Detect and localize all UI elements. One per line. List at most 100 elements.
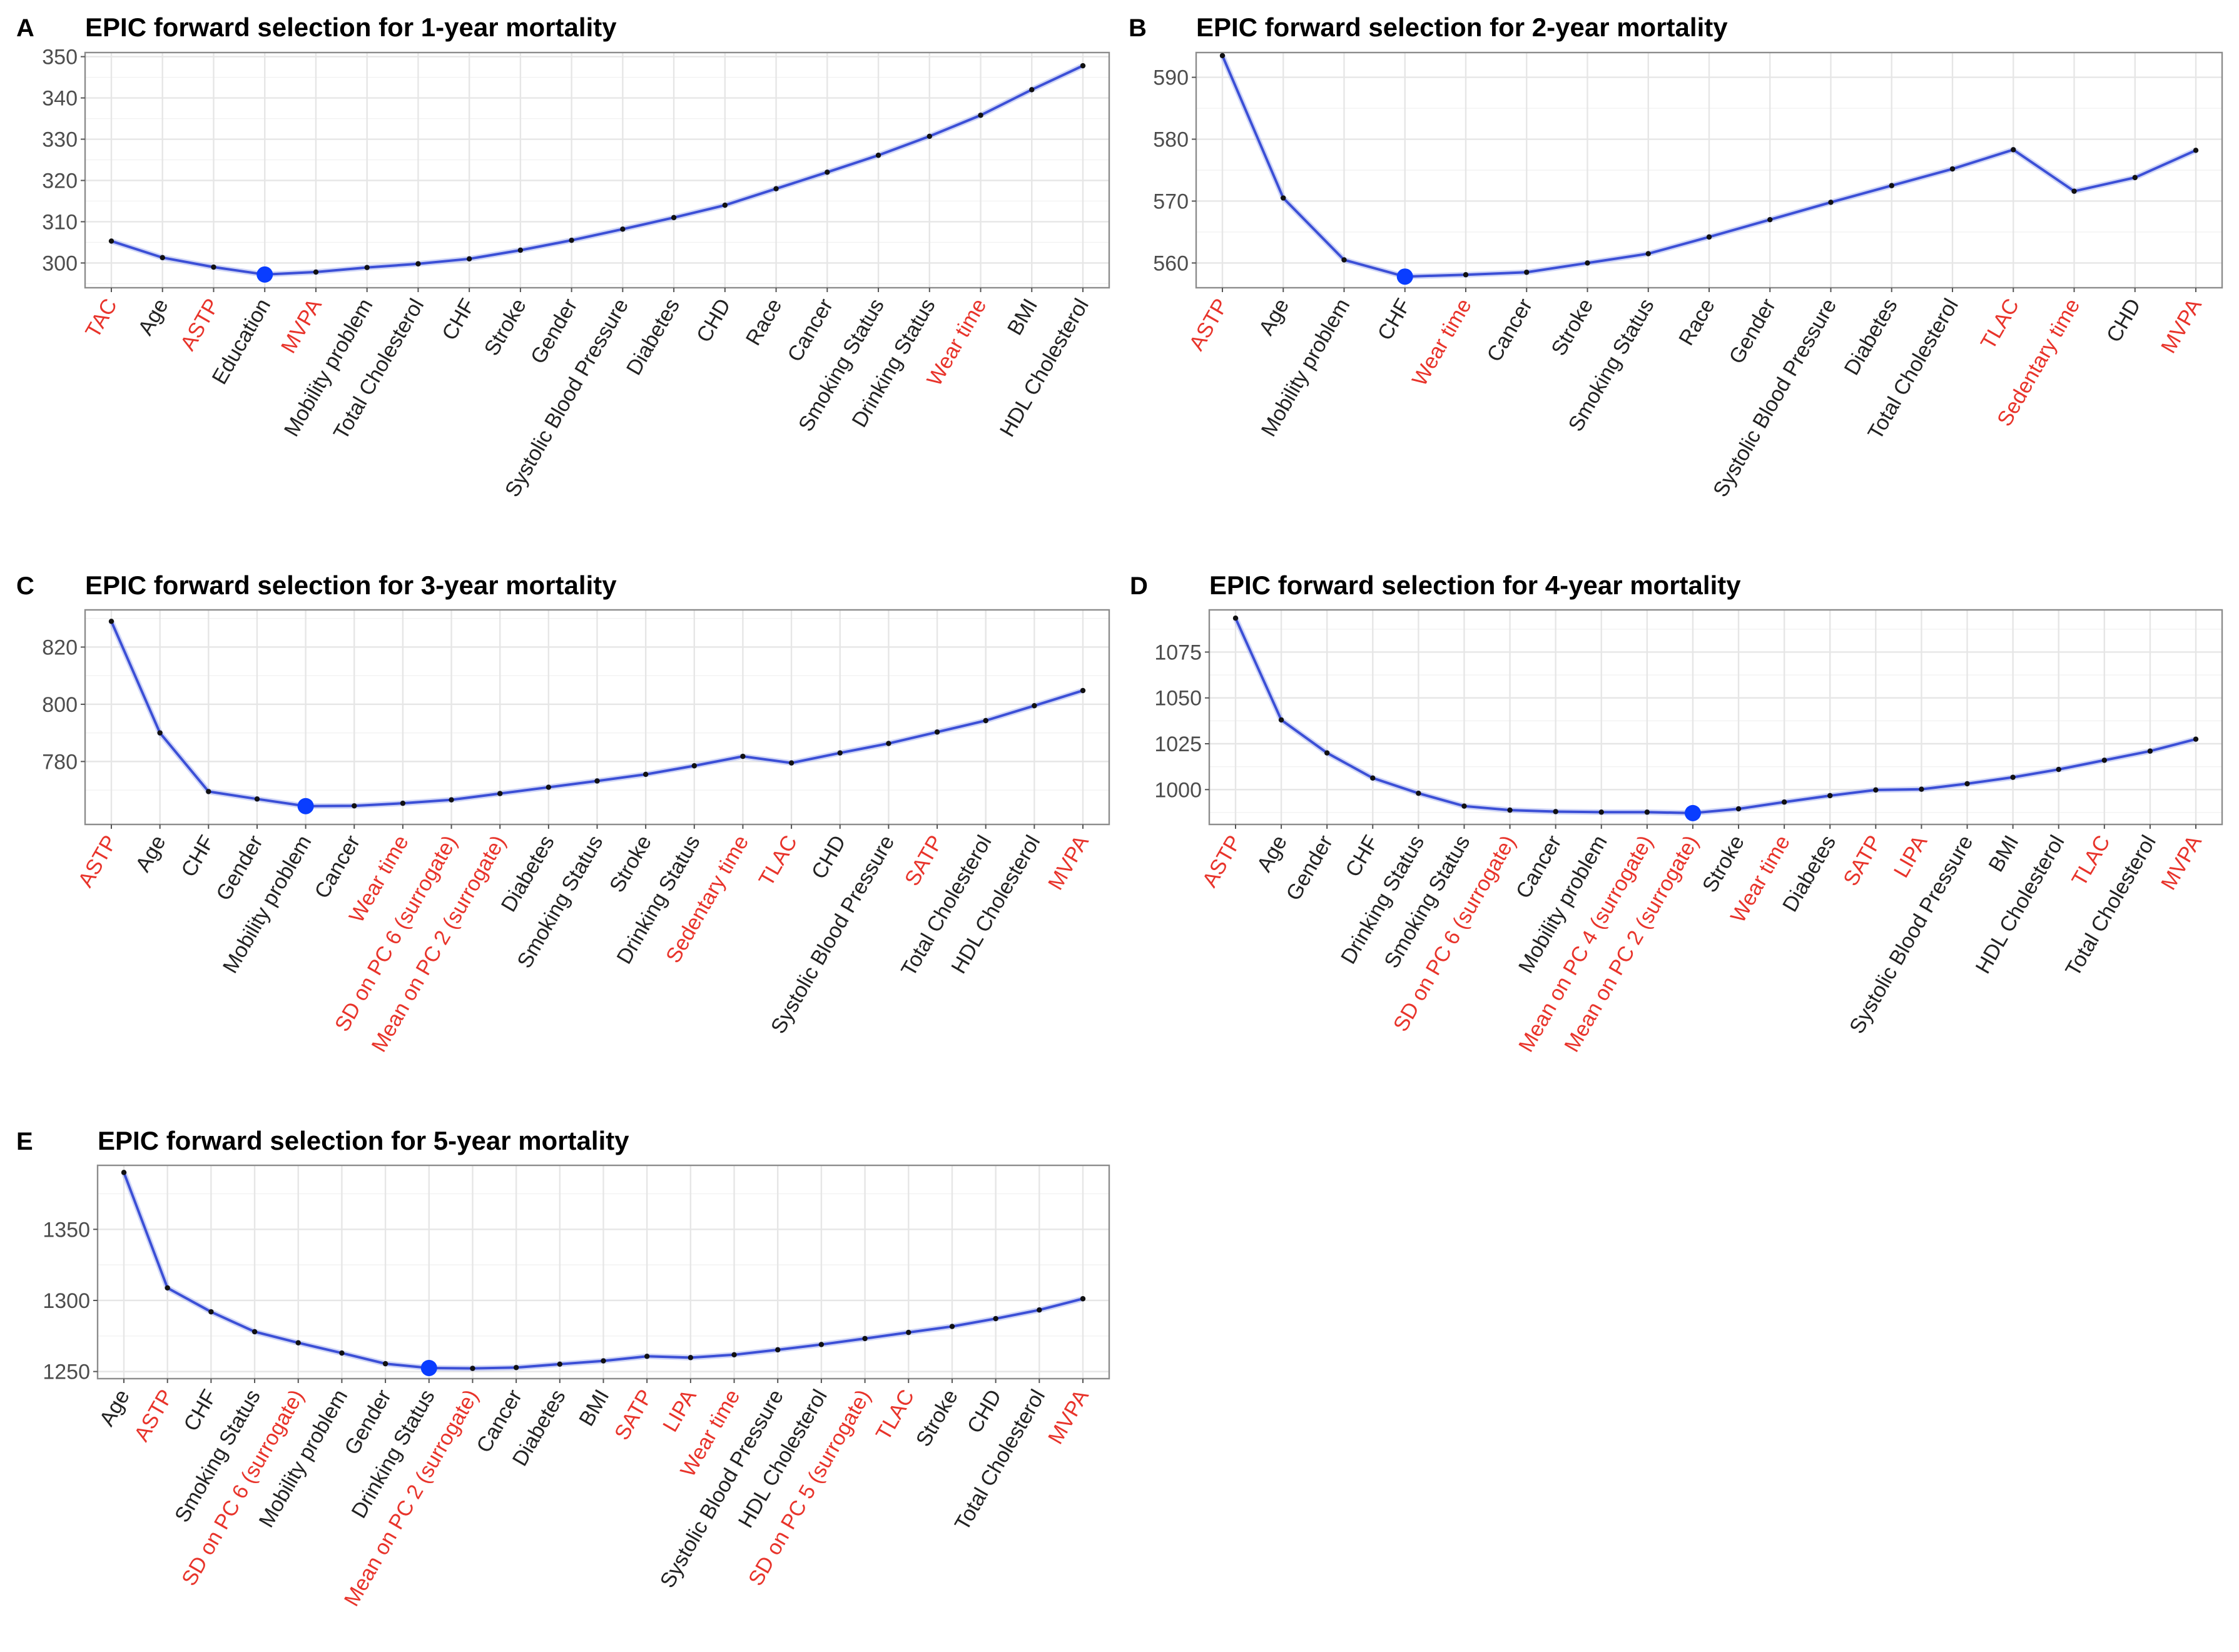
data-point (2193, 736, 2199, 742)
x-category-label: Cancer (1482, 295, 1537, 366)
data-point (1232, 615, 1239, 621)
x-category-label: CHF (437, 295, 480, 345)
data-point (513, 1365, 519, 1371)
x-category-label: CHD (963, 1386, 1007, 1437)
data-point (1645, 251, 1651, 256)
y-tick-label: 1250 (43, 1361, 90, 1384)
data-point (382, 1361, 388, 1367)
data-point (1827, 793, 1833, 799)
data-point (949, 1324, 955, 1329)
series-line (111, 64, 1084, 276)
x-category-label: Gender (526, 295, 582, 368)
data-point (1767, 216, 1773, 223)
data-point (165, 1285, 170, 1291)
data-point (569, 237, 574, 243)
x-category-label: TAC (81, 295, 122, 342)
data-point (352, 803, 357, 809)
data-point (1706, 234, 1712, 240)
x-category-label: ASTP (1198, 831, 1246, 891)
panel-a: A EPIC forward selection for 1-year mort… (16, 13, 1110, 501)
data-point (1029, 87, 1035, 93)
x-category-label: Age (95, 1386, 135, 1430)
x-category-label: Race (741, 295, 787, 350)
y-tick-label: 1075 (1154, 641, 1202, 664)
data-point (466, 256, 472, 262)
data-point (2132, 175, 2138, 181)
panel-letter: C (16, 572, 34, 600)
data-point (157, 730, 163, 736)
panel-letter: A (16, 14, 34, 42)
data-point (993, 1315, 998, 1322)
x-category-label: Stroke (911, 1386, 963, 1451)
y-tick-label: 570 (1153, 190, 1189, 213)
y-tick-label: 330 (42, 128, 78, 152)
data-point (2071, 188, 2077, 194)
data-point (364, 265, 370, 270)
data-point (108, 238, 114, 244)
x-category-label: Age (134, 295, 173, 339)
data-point (620, 226, 626, 232)
data-point (2010, 774, 2016, 780)
y-tick-label: 800 (42, 693, 78, 717)
x-category-label: BMI (1984, 831, 2023, 876)
x-category-label: MVPA (1043, 1386, 1094, 1449)
data-point (108, 619, 114, 624)
data-point (208, 1309, 214, 1315)
y-tick-label: 1300 (43, 1289, 90, 1313)
x-category-label: MVPA (2156, 831, 2206, 894)
x-category-label: CHF (1341, 831, 1383, 881)
data-point (983, 717, 988, 724)
data-point (1553, 809, 1558, 814)
data-point (470, 1366, 475, 1371)
data-point (254, 796, 260, 802)
data-point (1341, 257, 1347, 263)
x-category-label: CHD (807, 831, 851, 883)
x-category-label: Cancer (310, 831, 365, 903)
data-point (313, 269, 319, 275)
y-tick-label: 320 (42, 169, 78, 193)
x-category-label: SATP (1839, 831, 1886, 890)
data-point (557, 1361, 563, 1367)
data-point (1507, 807, 1513, 813)
data-point (978, 113, 983, 118)
x-category-label: CHF (179, 1386, 221, 1436)
x-category-label: Stroke (605, 831, 656, 896)
plot-border (84, 51, 1110, 289)
data-point (1781, 799, 1787, 805)
x-category-label: Wear time (1408, 295, 1476, 390)
panel-letter: E (16, 1128, 33, 1155)
panel-d: D EPIC forward selection for 4-year mort… (1130, 570, 2223, 1056)
data-point (1598, 809, 1604, 815)
panel-title: EPIC forward selection for 2-year mortal… (1196, 13, 1728, 42)
data-point (1585, 260, 1590, 266)
data-point (517, 247, 524, 253)
x-category-label: Cancer (783, 295, 838, 366)
x-category-label: Total Cholesterol (2061, 831, 2161, 980)
data-point (1463, 272, 1469, 278)
y-tick-label: 340 (42, 87, 78, 111)
x-category-label: Diabetes (1840, 295, 1902, 379)
data-point (642, 771, 649, 778)
data-point (837, 750, 843, 756)
y-tick-label: 300 (42, 251, 78, 275)
x-category-label: Race (1674, 295, 1720, 350)
data-point (1644, 809, 1650, 815)
y-tick-label: 1050 (1154, 687, 1202, 711)
panel-title: EPIC forward selection for 1-year mortal… (85, 13, 617, 42)
x-category-label: Age (1252, 831, 1292, 876)
data-point (1037, 1307, 1042, 1313)
data-point (644, 1354, 650, 1359)
x-category-label: Stroke (1698, 831, 1749, 896)
x-category-label: BMI (574, 1386, 614, 1430)
minimum-point (297, 798, 314, 814)
y-tick-label: 310 (42, 210, 78, 234)
data-point (671, 215, 677, 221)
minimum-point (420, 1359, 437, 1376)
data-point (2056, 766, 2061, 773)
x-category-label: HDL Cholesterol (1971, 831, 2069, 978)
plot-border (1208, 609, 2223, 826)
data-point (1080, 63, 1086, 69)
data-point (773, 186, 779, 191)
x-category-label: Systolic Blood Pressure (1708, 295, 1841, 501)
y-tick-label: 780 (42, 750, 78, 774)
